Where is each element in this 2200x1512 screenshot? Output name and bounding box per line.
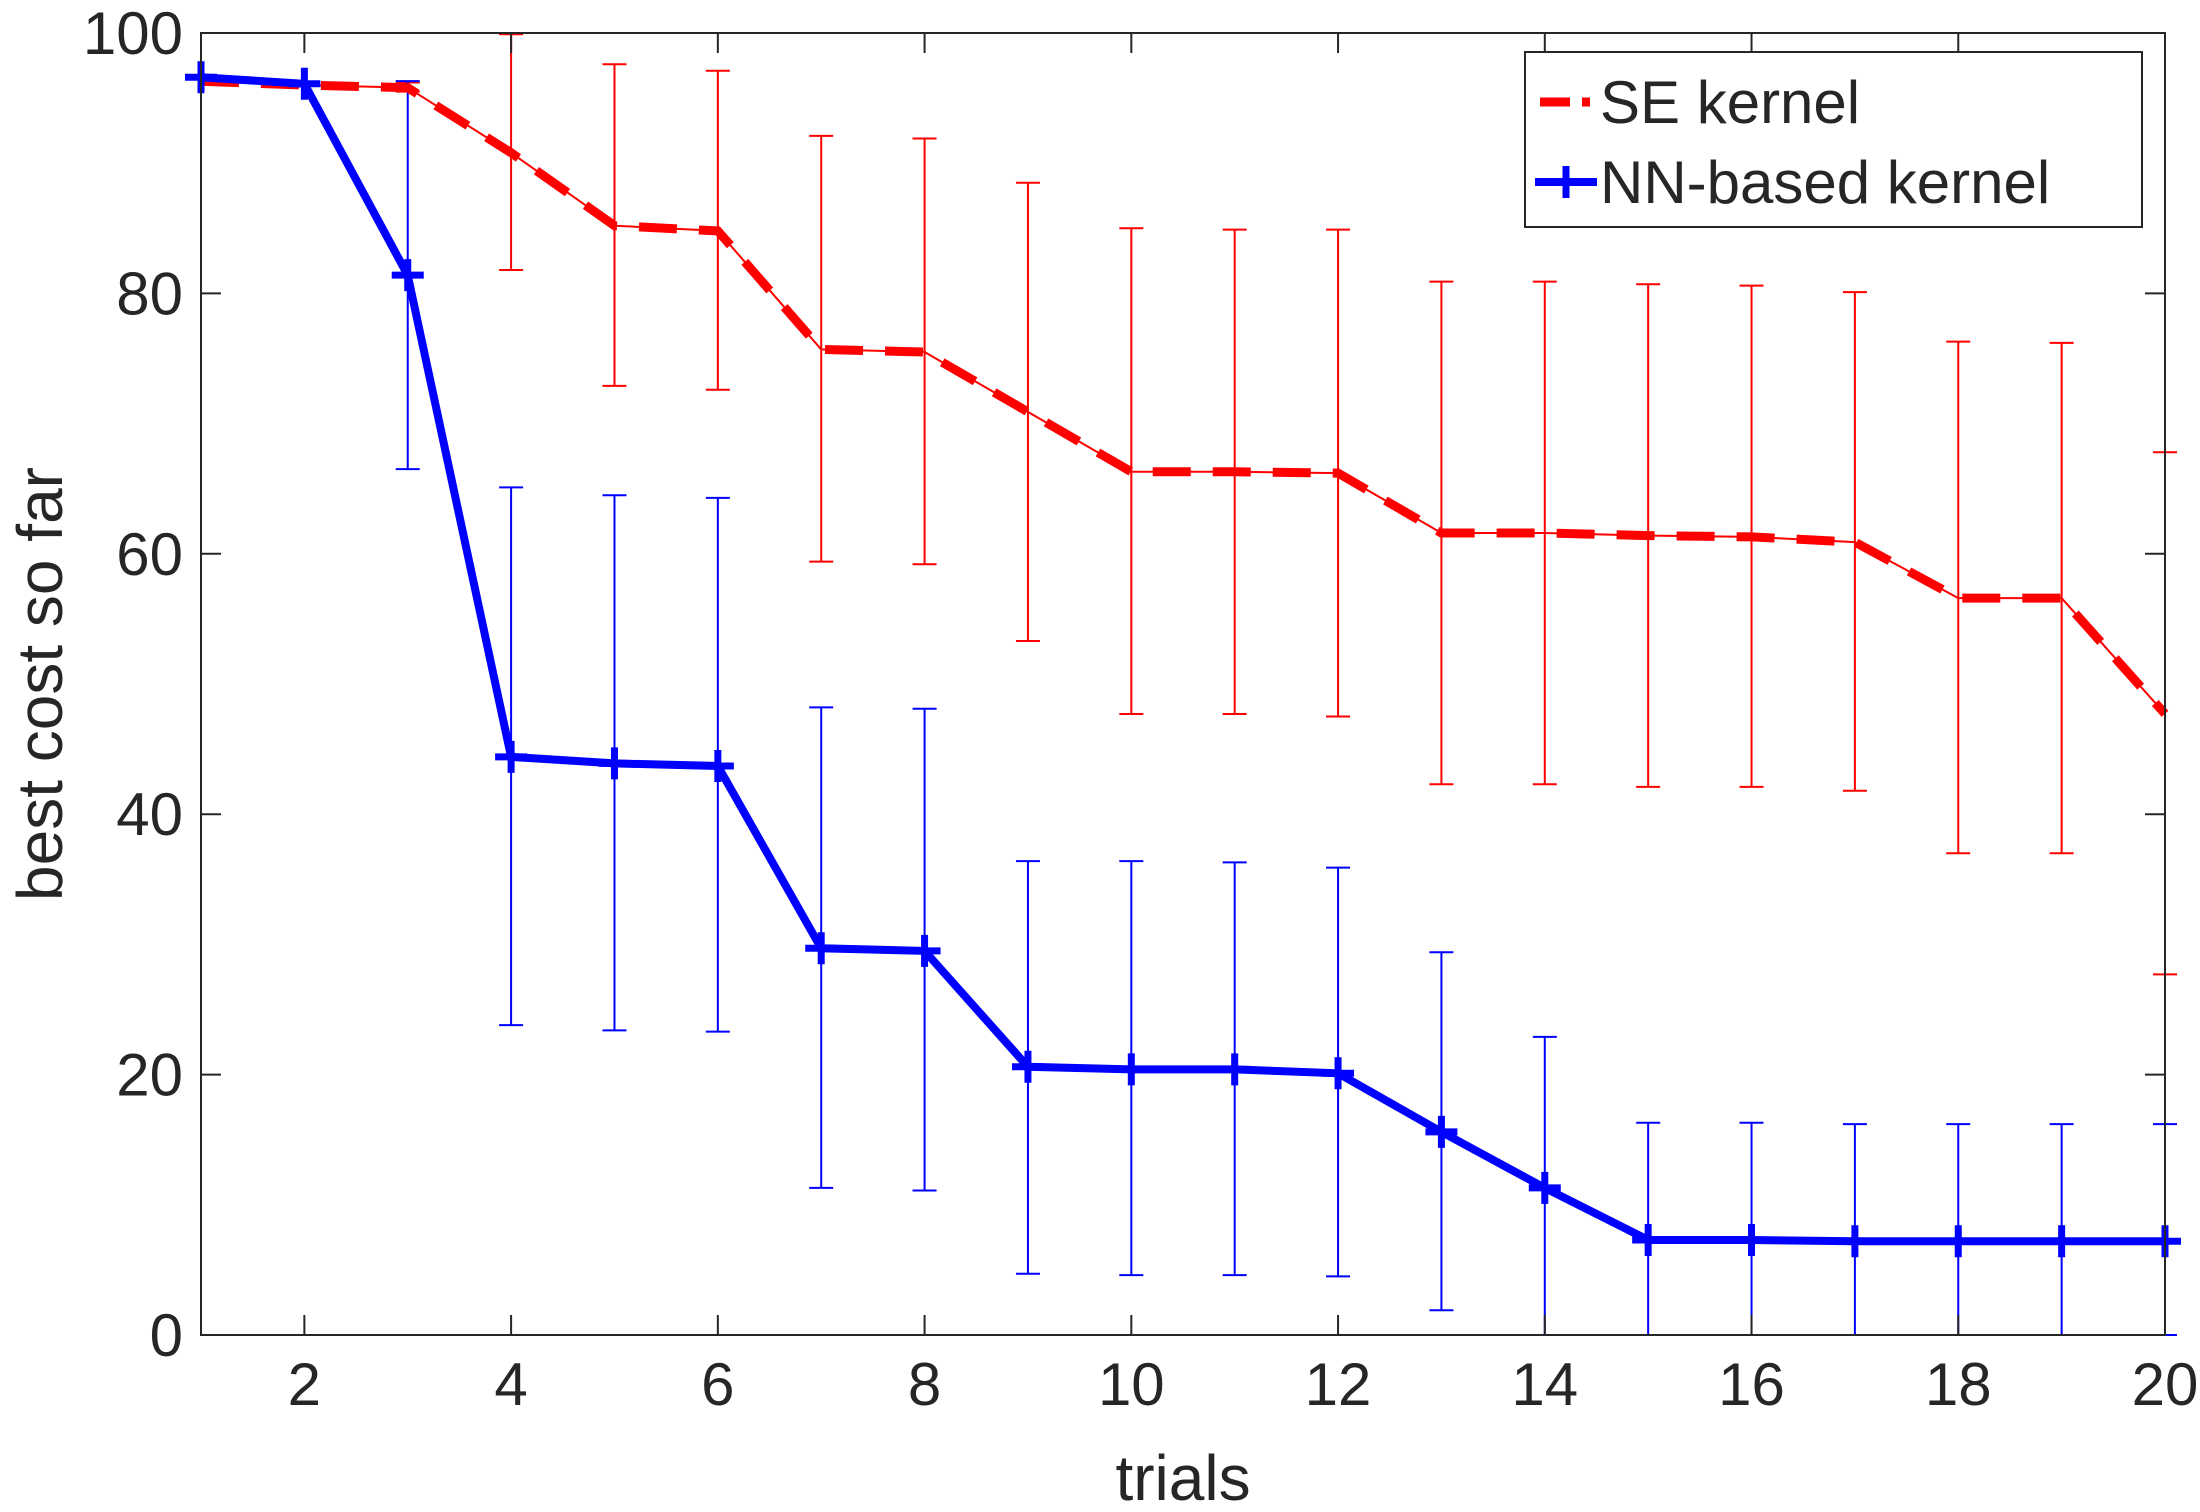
y-tick-label-4: 80 [116,260,183,327]
point-nn-based-kernel-17 [1838,1225,1871,1258]
series-nn-based-kernel [185,61,2181,1258]
x-tick-label-9: 20 [2132,1351,2199,1418]
legend-label-nn-based-kernel: NN-based kernel [1600,149,2050,216]
point-nn-based-kernel-19 [2045,1225,2078,1258]
point-nn-based-kernel-10 [1115,1053,1148,1086]
y-tick-label-1: 20 [116,1042,183,1109]
x-tick-label-3: 8 [908,1351,941,1418]
point-nn-based-kernel-15 [1632,1223,1665,1256]
y-tick-label-5: 100 [83,0,183,67]
legend-box [1524,51,2143,228]
y-tick-label-0: 0 [150,1302,183,1369]
point-nn-based-kernel-16 [1735,1223,1768,1256]
y-tick-label-3: 60 [116,521,183,588]
legend: SE kernel NN-based kernel [1524,51,2143,228]
axes-box [200,32,2166,1336]
y-axis-label: best cost so far [4,467,76,901]
point-nn-based-kernel-13 [1425,1115,1458,1148]
point-nn-based-kernel-8 [908,934,941,967]
point-nn-based-kernel-5 [598,747,631,780]
legend-label-se-kernel: SE kernel [1600,69,1860,136]
x-axis-label: trials [1115,1442,1250,1512]
legend-entry-se-kernel: SE kernel [1540,69,1860,136]
series-se-kernel [200,76,2169,717]
point-nn-based-kernel-11 [1218,1053,1251,1086]
x-tick-label-2: 6 [701,1351,734,1418]
point-nn-based-kernel-12 [1322,1057,1355,1090]
ticks-layer: 2 4 6 8 10 12 14 16 18 20 0 20 40 60 80 100 [83,0,2198,1418]
point-nn-based-kernel-9 [1011,1050,1044,1083]
x-tick-label-7: 16 [1718,1351,1785,1418]
x-tick-label-6: 14 [1511,1351,1578,1418]
x-tick-label-0: 2 [288,1351,321,1418]
x-tick-label-1: 4 [494,1351,527,1418]
point-nn-based-kernel-4 [495,740,528,773]
series-layer [185,61,2181,1258]
point-nn-based-kernel-7 [805,932,838,965]
x-tick-label-5: 12 [1305,1351,1372,1418]
legend-entry-nn-based-kernel: NN-based kernel [1535,149,2050,216]
x-tick-label-8: 18 [1925,1351,1992,1418]
series-line-se-kernel [200,76,2169,717]
plot-area [201,33,2165,1335]
series-line-nn-based-kernel [200,73,2165,1246]
y-tick-label-2: 40 [116,781,183,848]
point-nn-based-kernel-18 [1942,1225,1975,1258]
point-nn-based-kernel-2 [288,67,321,100]
x-tick-label-4: 10 [1098,1351,1165,1418]
point-nn-based-kernel-6 [701,750,734,783]
point-nn-based-kernel-14 [1528,1171,1561,1204]
point-nn-based-kernel-3 [391,259,424,292]
